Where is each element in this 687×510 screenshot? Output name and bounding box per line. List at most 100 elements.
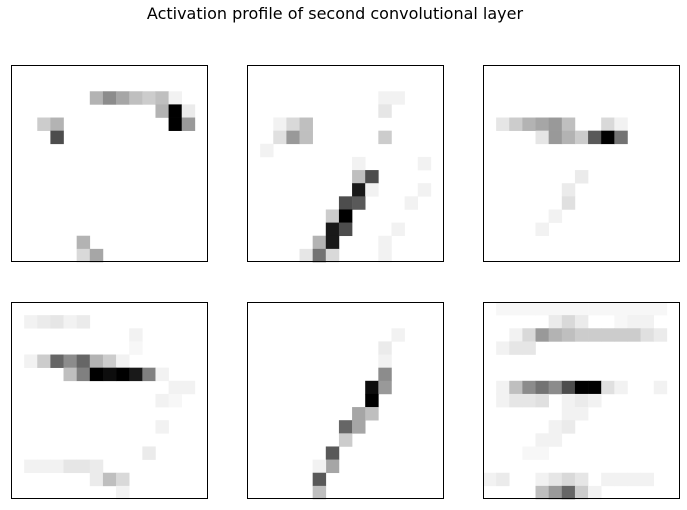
heatmap-cell	[76, 354, 91, 368]
panel-frame	[247, 65, 444, 262]
heatmap-cell	[50, 354, 64, 368]
heatmap-cell	[116, 472, 130, 487]
heatmap-cell	[548, 485, 563, 500]
heatmap-panel-1	[11, 65, 208, 263]
panel-background	[483, 65, 680, 262]
heatmap-cell	[627, 302, 641, 316]
heatmap-cell	[325, 222, 340, 237]
heatmap-cell	[181, 104, 196, 118]
heatmap-cell	[548, 117, 563, 131]
heatmap-cell	[168, 91, 183, 105]
heatmap-cell	[574, 130, 589, 145]
panel-frame	[11, 302, 208, 499]
heatmap-cell	[601, 380, 615, 395]
heatmap-cell	[535, 380, 549, 395]
heatmap-cell	[588, 393, 602, 408]
heatmap-cell	[338, 420, 353, 434]
heatmap-cell	[391, 222, 405, 237]
heatmap-cell	[535, 393, 549, 408]
heatmap-cell	[286, 117, 300, 131]
heatmap-cell	[417, 183, 432, 197]
heatmap-cell	[627, 315, 641, 329]
heatmap-cell	[548, 328, 563, 342]
heatmap-cell	[509, 393, 523, 408]
heatmap-cell	[378, 130, 392, 145]
heatmap-cell	[535, 130, 549, 145]
heatmap-cell	[614, 315, 628, 329]
heatmap-cell	[378, 248, 392, 263]
heatmap-cell	[286, 130, 300, 145]
heatmap-cell	[129, 367, 143, 382]
heatmap-cell	[273, 130, 287, 145]
heatmap-cell	[63, 367, 77, 382]
heatmap-cell	[24, 354, 38, 368]
heatmap-cell	[89, 91, 104, 105]
heatmap-cell	[352, 156, 366, 171]
heatmap-cell	[496, 302, 510, 316]
heatmap-cell	[522, 302, 536, 316]
heatmap-cell	[548, 420, 563, 434]
heatmap-cell	[63, 354, 77, 368]
heatmap-cell	[155, 367, 169, 382]
heatmap-cell	[89, 354, 104, 368]
heatmap-cell	[76, 367, 91, 382]
heatmap-cell	[548, 130, 563, 145]
heatmap-cell	[50, 130, 64, 145]
heatmap-panel-3	[483, 65, 680, 262]
heatmap-cell	[601, 130, 615, 145]
heatmap-cell	[535, 485, 549, 500]
heatmap-cell	[102, 472, 117, 487]
heatmap-cell	[588, 302, 602, 316]
heatmap-cell	[496, 472, 510, 487]
heatmap-cell	[601, 328, 615, 342]
heatmap-cell	[181, 380, 196, 395]
heatmap-cell	[548, 472, 563, 487]
heatmap-cell	[627, 328, 641, 342]
heatmap-cell	[561, 196, 576, 210]
heatmap-cell	[574, 328, 589, 342]
heatmap-cell	[391, 91, 405, 105]
heatmap-cell	[116, 485, 130, 500]
heatmap-cell	[574, 170, 589, 184]
heatmap-cell	[522, 341, 536, 355]
heatmap-cell	[653, 328, 668, 342]
heatmap-cell	[548, 380, 563, 395]
heatmap-cell	[561, 407, 576, 421]
heatmap-cell	[509, 341, 523, 355]
heatmap-cell	[365, 380, 379, 395]
heatmap-cell	[601, 302, 615, 316]
heatmap-cell	[601, 472, 615, 487]
heatmap-cell	[168, 117, 183, 131]
heatmap-cell	[417, 156, 432, 171]
heatmap-cell	[653, 302, 668, 316]
heatmap-cell	[325, 209, 340, 223]
heatmap-cell	[627, 472, 641, 487]
heatmap-cell	[588, 130, 602, 145]
heatmap-cell	[614, 302, 628, 316]
heatmap-cell	[89, 472, 104, 487]
heatmap-cell	[522, 117, 536, 131]
heatmap-cell	[378, 104, 392, 118]
heatmap-cell	[37, 315, 51, 329]
heatmap-cell	[535, 472, 549, 487]
heatmap-panel-4	[11, 302, 208, 500]
heatmap-cell	[588, 328, 602, 342]
heatmap-cell	[63, 315, 77, 329]
heatmap-cell	[640, 472, 655, 487]
heatmap-cell	[561, 117, 576, 131]
heatmap-cell	[181, 117, 196, 131]
heatmap-cell	[299, 248, 313, 263]
heatmap-cell	[614, 130, 628, 145]
heatmap-cell	[561, 183, 576, 197]
panel-frame	[247, 302, 444, 499]
heatmap-cell	[76, 248, 91, 263]
heatmap-cell	[325, 235, 340, 250]
heatmap-cell	[640, 302, 655, 316]
heatmap-cell	[168, 104, 183, 118]
heatmap-cell	[561, 315, 576, 329]
heatmap-cell	[588, 380, 602, 395]
heatmap-cell	[312, 459, 327, 474]
heatmap-cell	[273, 117, 287, 131]
heatmap-cell	[522, 393, 536, 408]
